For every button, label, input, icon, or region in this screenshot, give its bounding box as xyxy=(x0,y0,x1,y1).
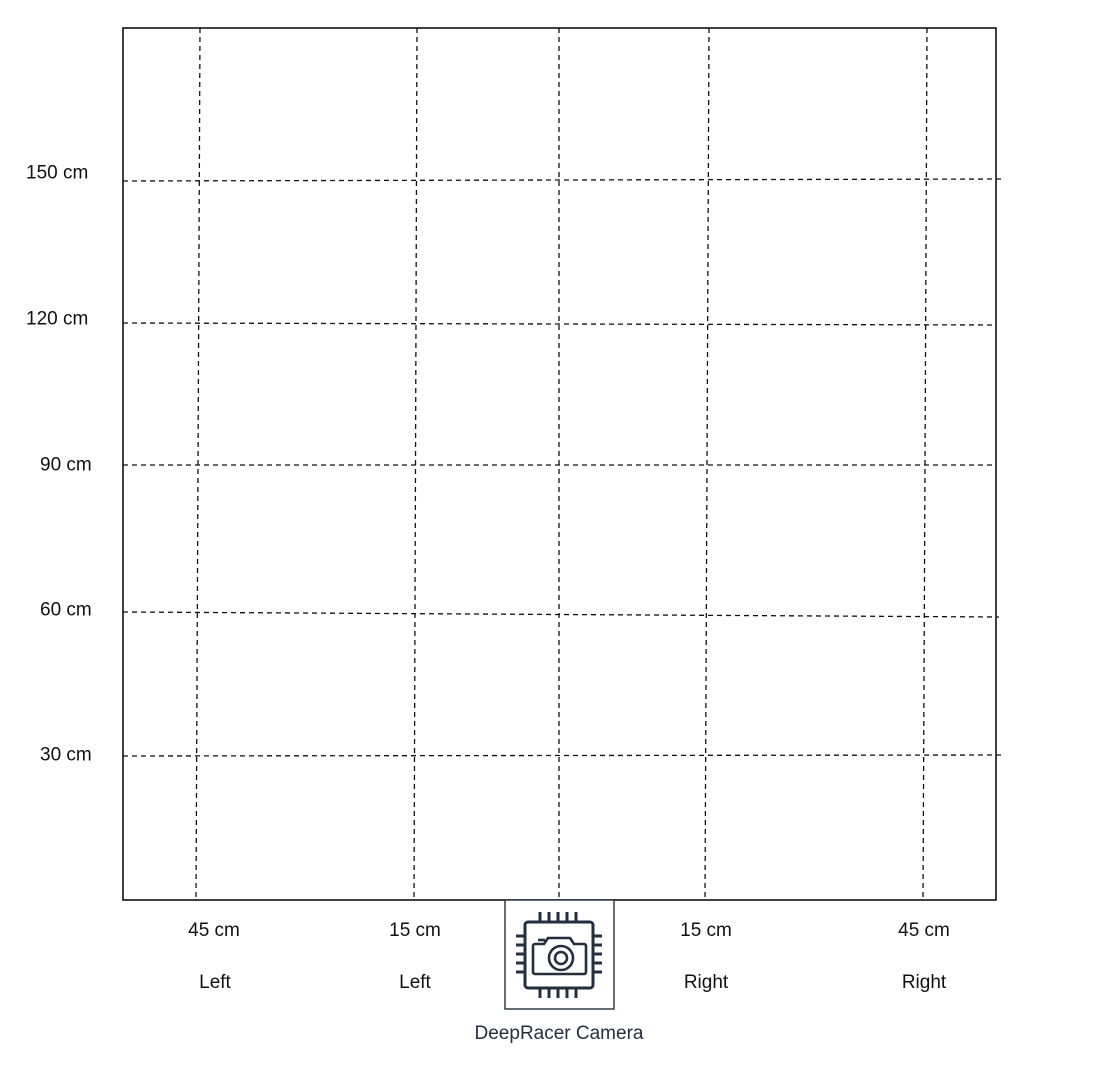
vertical-gridlines xyxy=(195,27,928,901)
row-label-150cm: 150 cm xyxy=(26,162,89,184)
col-side-left-outer: Left xyxy=(199,972,231,993)
col-distance-45cm-left: 45 cm xyxy=(188,920,240,941)
col-side-right-inner: Right xyxy=(683,972,729,993)
col-distance-15cm-right: 15 cm xyxy=(680,920,732,941)
row-label-90cm: 90 cm xyxy=(40,454,92,476)
col-distance-45cm-right: 45 cm xyxy=(898,920,950,941)
gridline-15cm-left xyxy=(413,27,418,901)
row-label-120cm: 120 cm xyxy=(26,308,89,330)
col-distance-15cm-left: 15 cm xyxy=(389,920,441,941)
row-label-60cm: 60 cm xyxy=(40,599,92,621)
row-label-30cm: 30 cm xyxy=(40,744,92,766)
col-side-right-outer: Right xyxy=(901,972,947,993)
horizontal-gridlines xyxy=(122,178,1002,757)
gridline-150cm xyxy=(122,178,1002,182)
col-side-left-inner: Left xyxy=(399,972,431,993)
gridline-120cm xyxy=(122,322,997,326)
gridline-45cm-right xyxy=(922,27,928,901)
camera-box xyxy=(504,899,615,1010)
gridline-15cm-right xyxy=(704,27,710,901)
camera-label: DeepRacer Camera xyxy=(474,1023,644,1044)
camera-chip-icon xyxy=(516,912,602,998)
gridline-30cm xyxy=(122,754,1002,757)
gridline-45cm-left xyxy=(195,27,201,901)
gridline-60cm xyxy=(122,611,1000,618)
